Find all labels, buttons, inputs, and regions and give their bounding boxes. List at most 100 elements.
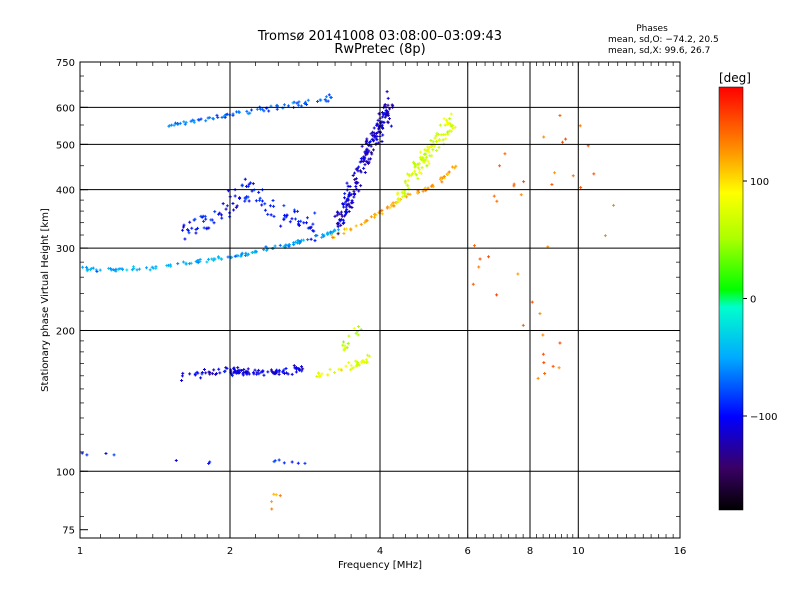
data-point xyxy=(198,259,202,263)
x-tick-label: 1 xyxy=(77,546,83,557)
data-point xyxy=(271,199,275,203)
data-point xyxy=(446,130,450,134)
data-point xyxy=(336,232,340,236)
colorbar xyxy=(718,86,744,511)
data-point xyxy=(434,140,438,144)
data-point xyxy=(382,111,386,115)
data-point xyxy=(325,231,329,235)
data-point xyxy=(194,260,198,264)
data-point xyxy=(223,114,227,118)
data-point xyxy=(239,253,243,257)
data-point xyxy=(194,231,198,235)
data-point xyxy=(286,372,290,376)
data-point xyxy=(348,204,352,208)
data-point xyxy=(186,227,190,231)
data-point xyxy=(428,154,432,158)
data-point xyxy=(411,160,415,164)
data-point xyxy=(442,175,446,179)
data-point xyxy=(397,199,401,203)
data-point xyxy=(426,186,430,190)
data-point xyxy=(336,228,340,232)
data-point xyxy=(207,462,211,466)
data-point xyxy=(433,136,437,140)
data-point xyxy=(81,265,85,269)
data-point xyxy=(294,370,298,374)
data-point xyxy=(344,364,348,368)
data-point xyxy=(221,202,225,206)
data-point xyxy=(541,352,545,356)
data-point xyxy=(448,117,452,121)
data-point xyxy=(285,213,289,217)
data-point xyxy=(451,126,455,130)
data-point xyxy=(292,243,296,247)
data-point xyxy=(330,231,334,235)
data-point xyxy=(217,367,221,371)
data-point xyxy=(246,252,250,256)
data-point xyxy=(350,366,354,370)
data-point xyxy=(84,265,88,269)
data-point xyxy=(300,365,304,369)
data-point xyxy=(329,230,333,234)
data-point xyxy=(282,368,286,372)
data-point xyxy=(316,99,320,103)
data-point xyxy=(353,359,357,363)
data-point xyxy=(292,364,296,368)
data-point xyxy=(353,171,357,175)
data-point xyxy=(345,203,349,207)
data-point xyxy=(291,101,295,105)
data-point xyxy=(381,133,385,137)
data-point xyxy=(347,334,351,338)
data-point xyxy=(419,172,423,176)
data-point xyxy=(553,171,557,175)
data-point xyxy=(312,229,316,233)
data-point xyxy=(345,227,349,231)
data-point xyxy=(284,367,288,371)
data-point xyxy=(380,125,384,129)
data-point xyxy=(174,458,178,462)
data-point xyxy=(426,145,430,149)
data-point xyxy=(400,195,404,199)
data-point xyxy=(215,113,219,117)
data-point xyxy=(396,198,400,202)
data-point xyxy=(492,194,496,198)
data-point xyxy=(270,500,274,504)
data-point xyxy=(354,364,358,368)
data-point xyxy=(204,119,208,123)
data-point xyxy=(542,135,546,139)
data-point xyxy=(217,256,221,260)
data-point xyxy=(345,181,349,185)
data-point xyxy=(357,165,361,169)
data-point xyxy=(416,166,420,170)
data-point xyxy=(245,109,249,113)
data-point xyxy=(112,453,116,457)
data-point xyxy=(350,199,354,203)
data-point xyxy=(579,186,583,190)
data-point xyxy=(354,177,358,181)
data-point xyxy=(406,192,410,196)
data-point xyxy=(224,207,228,211)
data-point xyxy=(551,364,555,368)
data-point xyxy=(246,195,250,199)
data-point xyxy=(269,213,273,217)
data-point xyxy=(333,371,337,375)
data-point xyxy=(434,134,438,138)
data-point xyxy=(263,208,267,212)
data-point xyxy=(592,172,596,176)
data-point xyxy=(354,167,358,171)
data-point xyxy=(571,174,575,178)
data-point xyxy=(251,182,255,186)
data-point xyxy=(192,119,196,123)
data-point xyxy=(339,223,343,227)
data-point xyxy=(200,372,204,376)
data-point xyxy=(423,148,427,152)
data-point xyxy=(184,262,188,266)
data-point xyxy=(403,194,407,198)
data-point xyxy=(423,157,427,161)
data-point xyxy=(168,124,172,128)
data-point xyxy=(305,103,309,107)
data-point xyxy=(305,216,309,220)
data-point xyxy=(277,372,281,376)
data-point xyxy=(196,261,200,265)
y-tick-label: 75 xyxy=(62,526,75,537)
data-point xyxy=(341,343,345,347)
